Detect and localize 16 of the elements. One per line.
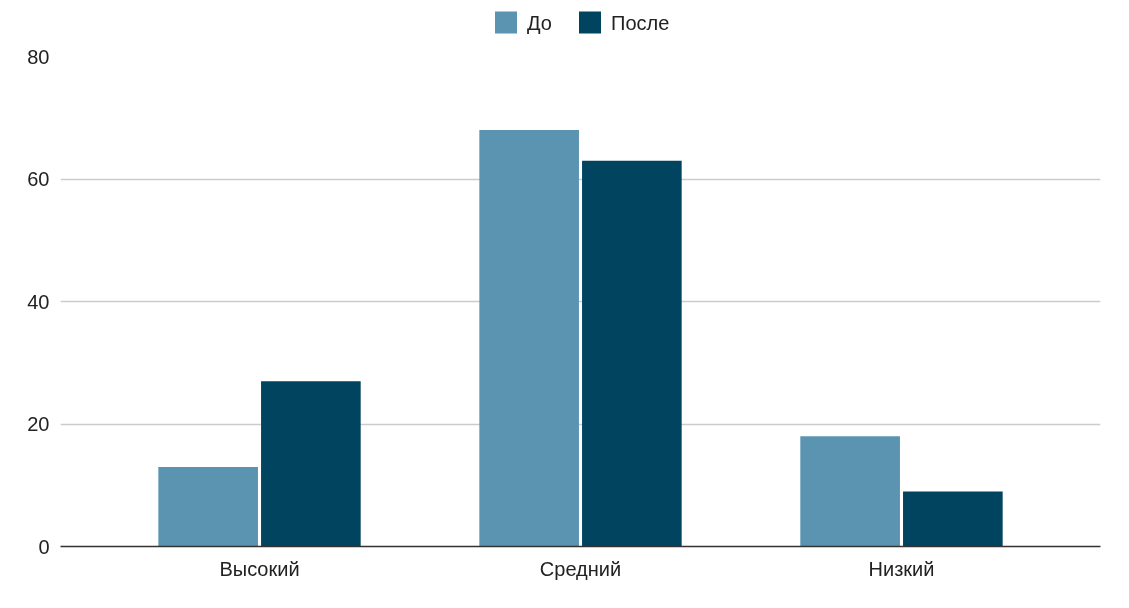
bar (479, 130, 579, 547)
bar (261, 381, 361, 547)
legend-label: После (611, 11, 670, 34)
y-tick-label: 80 (27, 45, 50, 68)
x-tick-label: Низкий (868, 557, 935, 580)
y-tick-label: 0 (38, 535, 50, 558)
legend-label: До (527, 11, 552, 34)
y-tick-label: 20 (27, 413, 50, 435)
bar (582, 160, 682, 547)
bar (903, 491, 1003, 547)
y-tick-label: 40 (27, 290, 50, 313)
bar (158, 466, 258, 547)
y-tick-label: 60 (27, 168, 50, 190)
bar (800, 436, 900, 547)
x-tick-label: Высокий (219, 557, 300, 580)
x-tick-label: Средний (539, 557, 622, 580)
